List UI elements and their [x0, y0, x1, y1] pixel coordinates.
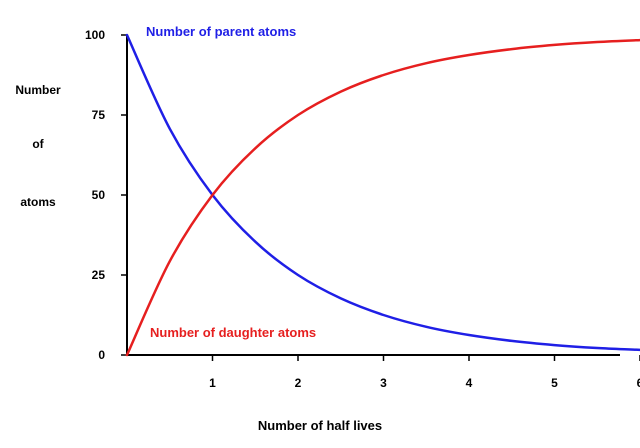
- y-tick-label: 50: [92, 188, 106, 202]
- parent-atoms-label: Number of parent atoms: [146, 24, 296, 39]
- parent-atoms-curve: [125, 33, 640, 352]
- series-lines: [125, 33, 640, 357]
- y-tick-label: 75: [92, 108, 106, 122]
- y-axis-label-line-1: Number: [15, 83, 61, 97]
- x-tick-label: 1: [209, 376, 216, 390]
- x-tick-label: 6: [637, 376, 640, 390]
- y-axis-label-line-3: atoms: [20, 195, 56, 209]
- x-ticks: 1 2 3 4 5 6: [209, 355, 640, 390]
- x-tick-label: 3: [380, 376, 387, 390]
- y-ticks: 0 25 50 75 100: [85, 28, 127, 362]
- x-tick-label: 5: [551, 376, 558, 390]
- x-axis-label: Number of half lives: [258, 418, 382, 433]
- x-tick-label: 4: [466, 376, 473, 390]
- y-tick-label: 0: [98, 348, 105, 362]
- daughter-atoms-curve: [125, 38, 640, 357]
- daughter-atoms-label: Number of daughter atoms: [150, 325, 316, 340]
- y-tick-label: 100: [85, 28, 105, 42]
- x-tick-label: 2: [295, 376, 302, 390]
- y-axis-label-line-2: of: [32, 137, 44, 151]
- y-tick-label: 25: [92, 268, 106, 282]
